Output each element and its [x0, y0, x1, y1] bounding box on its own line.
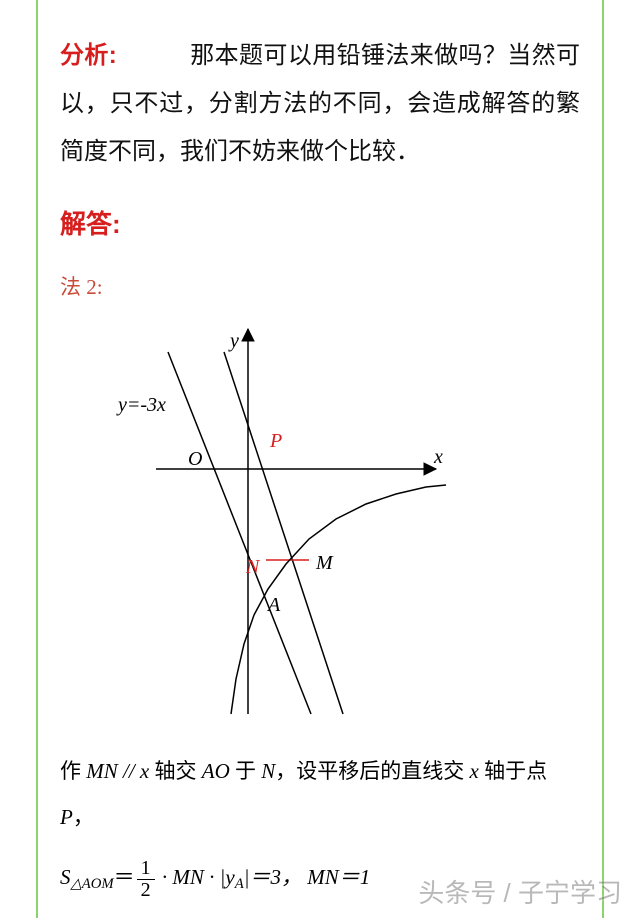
t: 于 — [230, 759, 262, 783]
page-root: 分析: 那本题可以用铅锤法来做吗？当然可以，只不过，分割方法的不同，会造成解答的… — [0, 0, 640, 918]
t: △AOM — [71, 876, 114, 892]
content-frame: 分析: 那本题可以用铅锤法来做吗？当然可以，只不过，分割方法的不同，会造成解答的… — [36, 0, 604, 918]
t: A — [235, 876, 244, 892]
watermark: 头条号 / 子宁学习 — [418, 873, 622, 910]
svg-text:y: y — [228, 330, 239, 352]
svg-text:N: N — [245, 556, 261, 578]
t: N — [261, 759, 275, 783]
t: ＝ — [114, 865, 135, 889]
svg-text:P: P — [269, 430, 282, 452]
frac-den: 2 — [137, 880, 155, 901]
t: AO — [202, 759, 230, 783]
t: MN // x — [86, 759, 149, 783]
svg-text:M: M — [315, 552, 334, 574]
t: S — [60, 865, 71, 889]
fraction: 12 — [137, 858, 155, 901]
figure-wrap: x y O P M NAy=-3x — [96, 319, 580, 734]
t: |＝3， MN＝1 — [244, 865, 371, 889]
frac-num: 1 — [137, 858, 155, 880]
svg-text:O: O — [188, 448, 202, 470]
math-figure: x y O P M NAy=-3x — [96, 319, 456, 729]
t: ， — [73, 805, 94, 829]
step-1: 作 MN // x 轴交 AO 于 N，设平移后的直线交 x 轴于点 P， — [60, 748, 580, 840]
method-title: 法 2: — [60, 271, 580, 301]
method-block: 法 2: xyOPMNAy=-3x 作 MN // x 轴交 AO 于 N，设平… — [60, 271, 580, 918]
t: · MN · |y — [157, 865, 235, 889]
t: x — [470, 759, 479, 783]
analysis-label: 分析: — [60, 42, 117, 69]
t: ，设平移后的直线交 — [275, 759, 469, 783]
svg-text:y=-3x: y=-3x — [116, 394, 166, 416]
analysis-text: 那本题可以用铅锤法来做吗？当然可以，只不过，分割方法的不同，会造成解答的繁简度不… — [60, 42, 580, 165]
answer-label: 解答: — [60, 209, 121, 239]
t: 作 — [60, 759, 86, 783]
svg-text:A: A — [266, 594, 281, 616]
svg-text:x: x — [433, 446, 443, 468]
t: P — [60, 805, 73, 829]
answer-section: 解答: — [60, 204, 580, 241]
t: 轴于点 — [479, 759, 547, 783]
analysis-paragraph: 分析: 那本题可以用铅锤法来做吗？当然可以，只不过，分割方法的不同，会造成解答的… — [60, 32, 580, 176]
t: 轴交 — [149, 759, 202, 783]
